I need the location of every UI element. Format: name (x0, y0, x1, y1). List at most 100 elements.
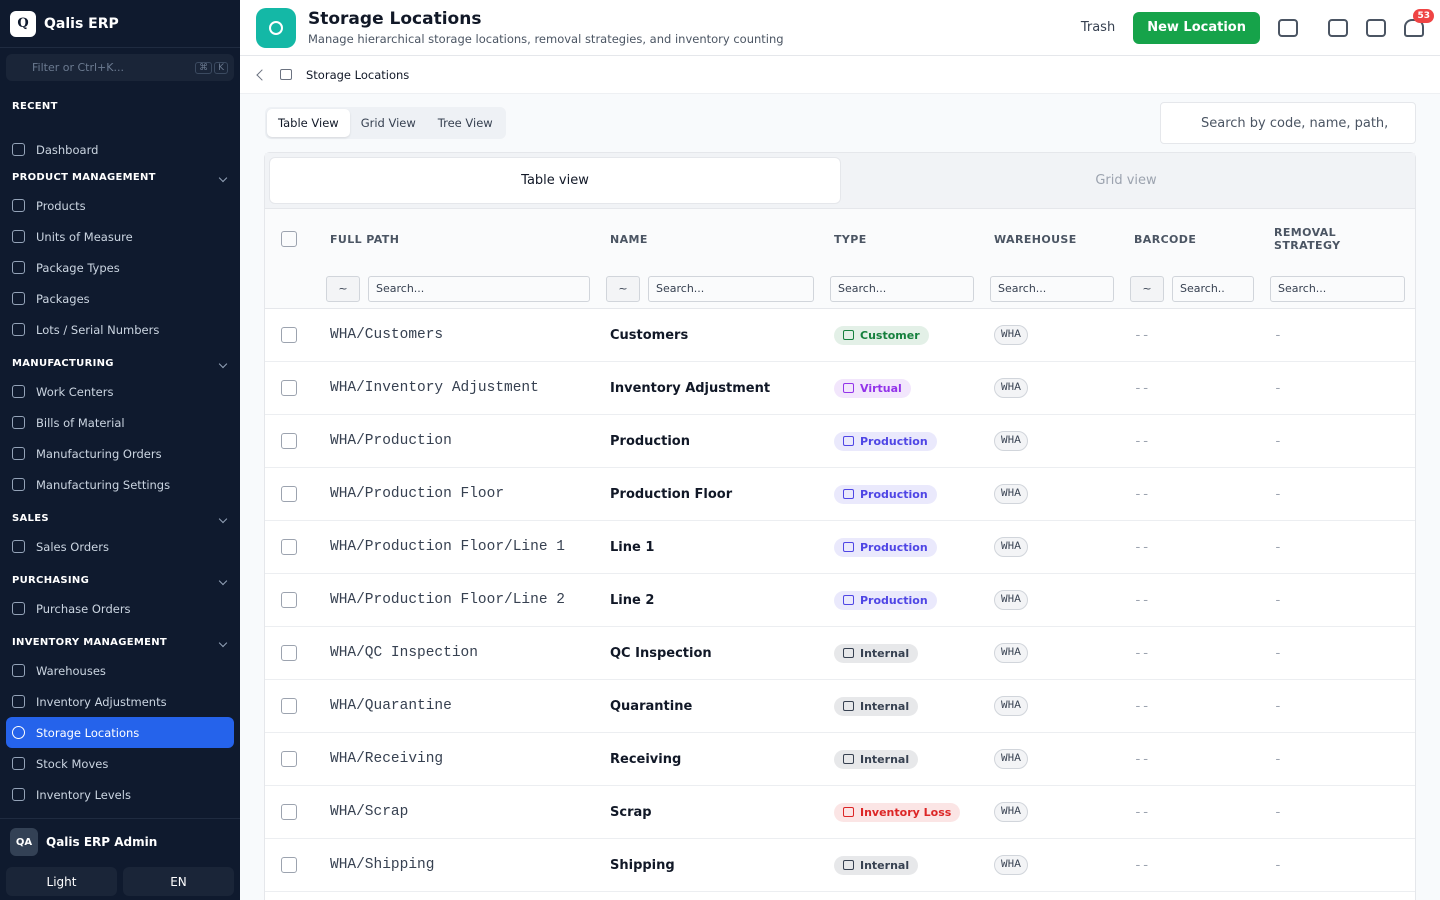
messages-button[interactable] (1366, 18, 1386, 37)
nav-item[interactable]: Inventory Levels (6, 779, 234, 810)
column-header[interactable]: TYPE (824, 233, 984, 246)
barcode: -- (1134, 486, 1150, 502)
view-tab[interactable]: Tree View (437, 116, 493, 130)
nav-item[interactable]: Products (6, 190, 234, 221)
view-tab[interactable]: Table View (267, 109, 350, 137)
nav-item[interactable]: Manufacturing Orders (6, 438, 234, 469)
row-checkbox[interactable] (281, 486, 297, 502)
table-row[interactable]: WHA/Quarantine Quarantine Internal WHA -- - (265, 680, 1415, 733)
column-header[interactable]: BARCODE (1124, 233, 1264, 246)
row-checkbox[interactable] (281, 857, 297, 873)
nav-icon (12, 664, 25, 677)
filter-input[interactable]: Search.. (1172, 275, 1254, 302)
table-row[interactable]: WHA/Production Floor/Line 2 Line 2 Product… (265, 574, 1415, 627)
nav-item[interactable]: Packages (6, 283, 234, 314)
nav-item[interactable]: Warehouses (6, 655, 234, 686)
view-tab[interactable]: Grid View (360, 116, 416, 130)
column-header[interactable]: NAME (600, 233, 824, 246)
nav-item[interactable]: Replenishment Rules (6, 810, 234, 818)
language-button[interactable]: EN (123, 867, 234, 896)
warehouse-badge: WHA (994, 537, 1028, 557)
filter-input[interactable]: Search... (990, 275, 1114, 302)
table-row[interactable]: WHA/Production Floor Production Floor Prod… (265, 468, 1415, 521)
filter-operator[interactable]: ~ (606, 275, 640, 302)
nav-item[interactable]: Storage Locations (6, 717, 234, 748)
column-title: REMOVAL STRATEGY (1274, 226, 1341, 252)
column-header[interactable]: WAREHOUSE (984, 233, 1124, 246)
nav-item[interactable]: Manufacturing Settings (6, 469, 234, 500)
nav-icon (12, 602, 25, 615)
notifications-button[interactable]: 53 (1404, 8, 1434, 37)
column-header[interactable]: FULL PATH (320, 233, 600, 246)
cell (265, 433, 320, 449)
toggle-option[interactable]: Grid view (1095, 173, 1157, 188)
row-checkbox[interactable] (281, 751, 297, 767)
row-checkbox[interactable] (281, 433, 297, 449)
filter-input[interactable]: Filter or Ctrl+K... ⌘ K (6, 54, 234, 81)
row-checkbox[interactable] (281, 539, 297, 555)
nav-label: Manufacturing Settings (36, 477, 171, 492)
type-label: Internal (860, 752, 910, 766)
header-actions: Trash New Location 53 (1063, 8, 1434, 44)
filter-input[interactable]: Search... (1270, 275, 1405, 302)
view-tabs: Table View Grid View Tree View (265, 107, 506, 139)
toggle-option[interactable]: Table view (269, 157, 841, 204)
table-row[interactable]: WHA/Inventory Adjustment Inventory Adjust… (265, 362, 1415, 415)
removal-strategy: - (1274, 327, 1282, 343)
row-checkbox[interactable] (281, 380, 297, 396)
nav-item[interactable]: Lots / Serial Numbers (6, 314, 234, 345)
table-row[interactable]: WHA/Receiving Receiving Internal WHA -- - (265, 733, 1415, 786)
assistant-button[interactable] (1328, 18, 1348, 37)
column-header[interactable]: REMOVAL STRATEGY (1264, 226, 1415, 252)
table-row[interactable]: WHA/Production Floor/Line 1 Line 1 Product… (265, 521, 1415, 574)
filter-input[interactable]: Search... (830, 275, 974, 302)
row-checkbox[interactable] (281, 645, 297, 661)
nav-item[interactable]: Purchase Orders (6, 593, 234, 624)
trash-button[interactable]: Trash (1080, 20, 1116, 35)
table-row[interactable]: WHA/Scrap Scrap Inventory Loss WHA -- - (265, 786, 1415, 839)
row-checkbox[interactable] (281, 592, 297, 608)
section-header[interactable]: PURCHASING (6, 568, 234, 593)
nav-item[interactable]: Units of Measure (6, 221, 234, 252)
section-header[interactable]: INVENTORY MANAGEMENT (6, 630, 234, 655)
apps-button[interactable] (1278, 18, 1298, 37)
table-row[interactable]: WHA/Production Production Production WHA -- - (265, 415, 1415, 468)
nav-label: Work Centers (36, 384, 114, 399)
row-checkbox[interactable] (281, 327, 297, 343)
select-all[interactable] (281, 231, 297, 247)
section-header[interactable]: MANUFACTURING (6, 351, 234, 376)
section-header[interactable]: PRODUCT MANAGEMENT (6, 165, 234, 190)
nav-item[interactable]: Bills of Material (6, 407, 234, 438)
table-card: Table view Grid view FULL PATH NAME TYPE WARE… (264, 152, 1416, 900)
table-row[interactable]: WHA/Customers Customers Customer WHA -- - (265, 309, 1415, 362)
table-row[interactable]: WHA/Shipping Shipping Internal WHA -- - (265, 839, 1415, 892)
filter-input[interactable]: Search... (648, 275, 814, 302)
nav: RECENT Dashboard PRODUCT MANAGEMENT Product… (0, 92, 240, 818)
back-button[interactable] (256, 68, 268, 81)
warehouse-cell: WHA (984, 802, 1124, 822)
row-checkbox[interactable] (281, 698, 297, 714)
nav-item[interactable]: Package Types (6, 252, 234, 283)
filter-operator[interactable]: ~ (326, 275, 360, 302)
row-checkbox[interactable] (281, 804, 297, 820)
filter-operator[interactable]: ~ (1130, 275, 1164, 302)
search-input[interactable]: Search by code, name, path, (1160, 102, 1416, 144)
section-header[interactable]: SALES (6, 506, 234, 531)
nav-item[interactable]: Inventory Adjustments (6, 686, 234, 717)
table-row[interactable]: WHA/QC Inspection QC Inspection Internal WH… (265, 627, 1415, 680)
nav-item[interactable]: Sales Orders (6, 531, 234, 562)
nav-item[interactable]: Work Centers (6, 376, 234, 407)
footer-buttons: Light EN (6, 867, 234, 896)
new-location-button[interactable]: New Location (1133, 11, 1260, 44)
nav-item[interactable]: Stock Moves (6, 748, 234, 779)
recent[interactable]: RECENT (6, 92, 234, 120)
type-cell: Production (824, 537, 984, 557)
user[interactable]: QA Qalis ERP Admin (6, 827, 234, 857)
full-path: WHA/Quarantine (330, 698, 452, 714)
home-button[interactable] (280, 69, 292, 80)
filter-row: ~ Search... ~ Search... Search... Search... ~ S… (265, 269, 1415, 309)
filter-input[interactable]: Search... (368, 275, 590, 302)
theme-button[interactable]: Light (6, 867, 117, 896)
nav-item[interactable]: Dashboard (6, 134, 234, 165)
nav-icon (12, 726, 25, 739)
